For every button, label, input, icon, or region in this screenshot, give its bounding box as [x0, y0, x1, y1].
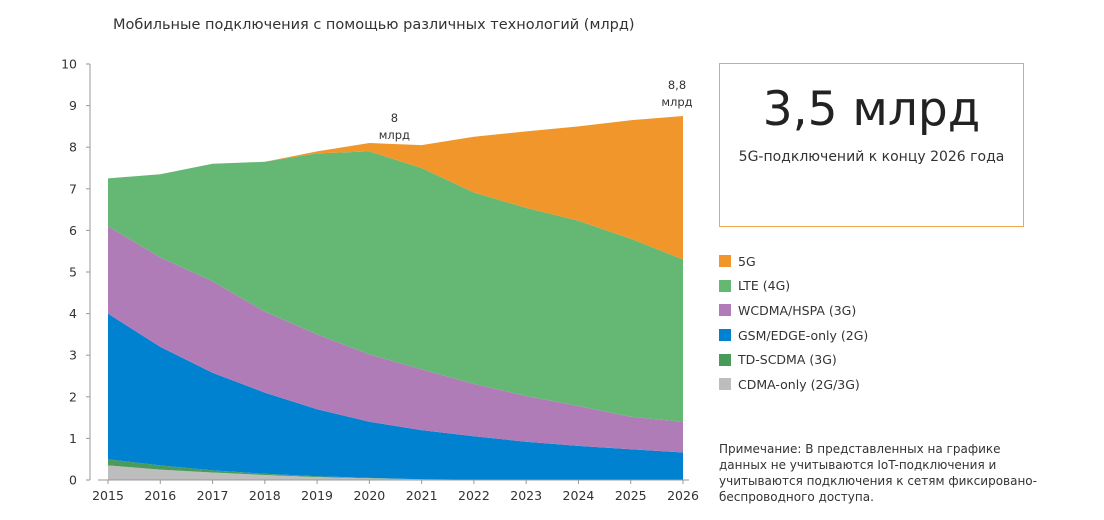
area-lte-4g	[108, 151, 683, 422]
y-tick-label: 1	[69, 431, 77, 446]
legend-label: CDMA-only (2G/3G)	[738, 376, 860, 392]
legend-item-wcdma-hspa-3g: WCDMA/HSPA (3G)	[719, 298, 868, 323]
legend-item-5g: 5G	[719, 249, 868, 274]
x-tick-label: 2021	[406, 488, 438, 503]
annotation-value: 8,8	[668, 78, 686, 92]
legend-item-td-scdma-3g: TD-SCDMA (3G)	[719, 347, 868, 372]
chart-title: Мобильные подключения с помощью различны…	[113, 17, 635, 33]
legend-swatch	[719, 378, 731, 391]
kpi-value: 3,5 млрд	[762, 82, 981, 137]
x-tick-label: 2024	[563, 488, 595, 503]
legend-label: LTE (4G)	[738, 278, 791, 294]
kpi-caption: 5G-подключений к концу 2026 года	[738, 149, 1005, 165]
legend-swatch	[719, 353, 731, 366]
legend-label: TD-SCDMA (3G)	[738, 352, 837, 368]
legend-label: GSM/EDGE-only (2G)	[738, 327, 869, 343]
annotation-unit: млрд	[379, 128, 410, 142]
x-tick-label: 2015	[92, 488, 124, 503]
y-tick-label: 0	[69, 473, 77, 488]
chart-annotations: 8 млрд 8,8 млрд	[379, 78, 693, 142]
area-cdma-only-2g-3g	[108, 465, 683, 480]
y-tick-label: 8	[69, 140, 77, 155]
x-tick-label: 2018	[249, 488, 281, 503]
y-tick-label: 5	[69, 265, 77, 280]
y-tick-label: 10	[61, 57, 77, 72]
annotation-unit: млрд	[661, 95, 692, 109]
x-tick-label: 2016	[144, 488, 176, 503]
stacked-area-chart: 0 1 2 3 4 5 6 7 8 9 10 2015 2016 2017 2018 2019 2020 2021…	[61, 57, 699, 504]
legend-item-cdma-only-2g-3g: CDMA-only (2G/3G)	[719, 372, 868, 397]
legend-item-gsm-edge-only-2g: GSM/EDGE-only (2G)	[719, 323, 868, 348]
area-5g	[108, 116, 683, 260]
x-tick-label: 2017	[197, 488, 229, 503]
y-tick-label: 9	[69, 98, 77, 113]
chart-legend: 5G LTE (4G) WCDMA/HSPA (3G) GSM/EDGE-only (…	[719, 249, 868, 397]
x-tick-label: 2020	[353, 488, 385, 503]
y-tick-label: 6	[69, 223, 77, 238]
legend-swatch	[719, 329, 731, 342]
y-tick-label: 3	[69, 348, 77, 363]
annotation-value: 8	[391, 111, 398, 125]
area-wcdma-hspa-3g	[108, 226, 683, 453]
x-tick-label: 2025	[615, 488, 647, 503]
kpi-box: 3,5 млрд 5G-подключений к концу 2026 год…	[719, 63, 1024, 227]
x-tick-label: 2019	[301, 488, 333, 503]
y-tick-label: 2	[69, 389, 77, 404]
area-series-group	[108, 116, 683, 480]
chart-note: Примечание: В представленных на графике …	[719, 442, 1037, 504]
x-tick-label: 2023	[510, 488, 542, 503]
x-tick-label: 2026	[667, 488, 699, 503]
chart-axes: 0 1 2 3 4 5 6 7 8 9 10 2015 2016 2017 2018 2019 2020 2021…	[61, 57, 699, 504]
y-tick-label: 7	[69, 181, 77, 196]
legend-label: 5G	[738, 253, 756, 269]
legend-swatch	[719, 255, 731, 268]
y-tick-label: 4	[69, 306, 77, 321]
legend-item-lte-4g: LTE (4G)	[719, 274, 868, 299]
legend-swatch	[719, 304, 731, 317]
area-gsm-edge-only-2g	[108, 313, 683, 480]
legend-label: WCDMA/HSPA (3G)	[738, 302, 857, 318]
legend-swatch	[719, 279, 731, 292]
x-tick-label: 2022	[458, 488, 490, 503]
